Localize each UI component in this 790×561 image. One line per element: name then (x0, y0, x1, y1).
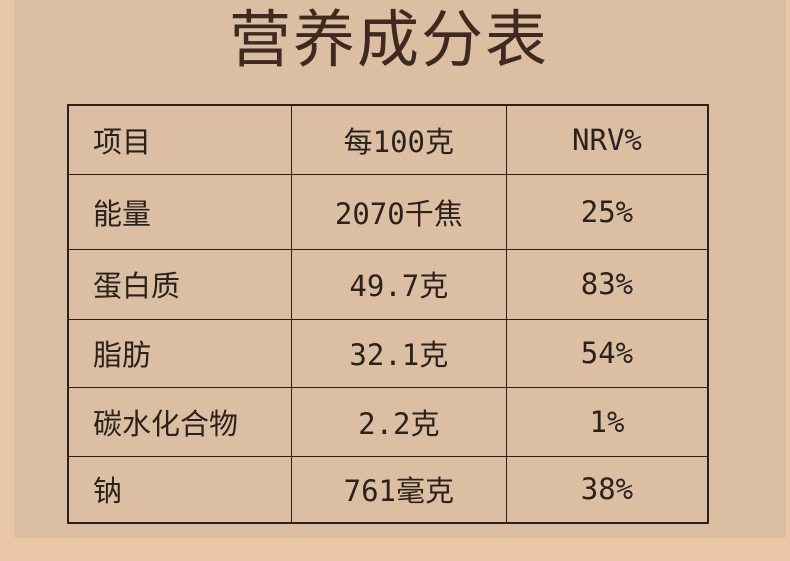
nutrition-table: 项目 每100克 NRV% 能量 2070千焦 25% 蛋白质 49.7克 83… (67, 104, 709, 524)
cell-nrv: 1% (505, 386, 709, 457)
table-row: 碳水化合物 2.2克 1% (67, 386, 709, 457)
cell-nrv: 38% (505, 455, 709, 524)
table-header-row: 项目 每100克 NRV% (67, 104, 709, 175)
cell-per-100g: 49.7克 (290, 248, 507, 320)
header-nrv: NRV% (505, 104, 709, 175)
cell-item: 蛋白质 (67, 248, 292, 320)
table-row: 能量 2070千焦 25% (67, 173, 709, 250)
cell-nrv: 54% (505, 318, 709, 388)
cell-nrv: 83% (505, 248, 709, 320)
cell-item: 脂肪 (67, 318, 292, 388)
cell-nrv: 25% (505, 173, 709, 250)
cell-item: 钠 (67, 455, 292, 524)
cell-per-100g: 32.1克 (290, 318, 507, 388)
cell-per-100g: 761毫克 (290, 455, 507, 524)
cell-item: 能量 (67, 173, 292, 250)
table-row: 蛋白质 49.7克 83% (67, 248, 709, 320)
table-row: 钠 761毫克 38% (67, 455, 709, 524)
header-per-100g: 每100克 (290, 104, 507, 175)
cell-per-100g: 2.2克 (290, 386, 507, 457)
cell-item: 碳水化合物 (67, 386, 292, 457)
page-title: 营养成分表 (228, 3, 549, 76)
header-item: 项目 (67, 104, 292, 175)
cell-per-100g: 2070千焦 (290, 173, 507, 250)
table-row: 脂肪 32.1克 54% (67, 318, 709, 388)
